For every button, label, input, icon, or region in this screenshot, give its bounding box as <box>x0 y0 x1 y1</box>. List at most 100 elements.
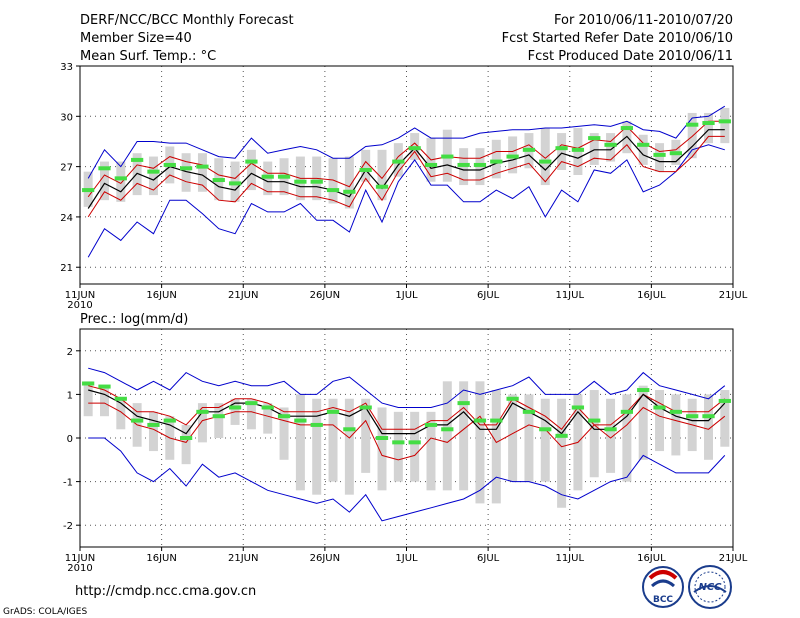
member-marker <box>424 162 438 167</box>
spread-box <box>557 398 567 508</box>
spread-box <box>312 398 322 495</box>
spread-box <box>361 149 371 182</box>
y-tick-label: 21 <box>60 263 73 274</box>
member-marker <box>522 147 536 152</box>
member-marker <box>131 157 144 162</box>
spread-box <box>671 394 681 456</box>
spread-box <box>116 398 126 430</box>
member-marker <box>245 159 258 164</box>
member-marker <box>506 154 519 159</box>
member-marker <box>490 159 503 164</box>
spread-box <box>606 398 616 473</box>
member-marker <box>424 422 438 427</box>
member-marker <box>392 440 405 445</box>
x-tick-label: 16JUN <box>146 553 176 564</box>
footer-url[interactable]: http://cmdp.ncc.cma.gov.cn <box>75 584 256 599</box>
member-marker <box>359 405 372 410</box>
x-year-label: 2010 <box>67 300 92 311</box>
spread-box <box>328 398 338 482</box>
spread-box <box>246 149 256 191</box>
precipitation-panel: 11JUN 16JUN 21JUN 26JUN 1JUL 6JUL 11JUL 16JUL 21… <box>63 328 748 574</box>
spread-box <box>655 390 665 452</box>
member-marker <box>457 401 470 406</box>
spread-box <box>279 407 289 460</box>
member-marker <box>179 166 193 171</box>
member-marker <box>637 142 650 147</box>
member-marker <box>686 414 699 419</box>
member-marker <box>245 401 258 406</box>
member-marker <box>637 388 650 393</box>
member-marker <box>522 409 536 414</box>
spread-box <box>214 403 224 438</box>
spread-box <box>655 143 665 172</box>
x-tick-label: 11JUL <box>555 290 584 301</box>
ensemble-max-line <box>88 367 726 408</box>
member-marker <box>261 174 274 179</box>
figure-title: DERF/NCC/BCC Monthly Forecast <box>80 13 294 28</box>
member-marker <box>653 405 666 410</box>
member-marker <box>539 427 552 432</box>
spread-low-line <box>88 402 726 461</box>
member-size: Member Size=40 <box>80 31 192 46</box>
x-tick-label: 26JUN <box>310 553 340 564</box>
spread-box <box>295 394 305 491</box>
x-tick-label: 16JUN <box>146 290 176 301</box>
member-marker <box>294 179 307 184</box>
member-marker <box>653 152 666 157</box>
member-marker <box>571 405 585 410</box>
member-marker <box>375 436 389 440</box>
member-marker <box>326 409 340 414</box>
member-marker <box>310 422 323 427</box>
x-tick-label: 11JUN <box>65 290 95 301</box>
spread-box <box>361 398 371 473</box>
produced-date: Fcst Produced Date 2010/06/11 <box>528 49 733 64</box>
spread-box <box>246 398 256 430</box>
spread-box <box>638 134 648 165</box>
member-marker <box>718 119 731 124</box>
member-marker <box>457 162 470 167</box>
spread-box <box>263 403 273 434</box>
x-tick-label: 16JUL <box>637 290 666 301</box>
x-tick-label: 26JUN <box>310 290 340 301</box>
spread-box <box>328 158 338 204</box>
member-marker <box>343 189 356 194</box>
member-marker <box>718 398 731 403</box>
ensemble-mean-line <box>87 129 725 209</box>
spread-box <box>720 390 730 447</box>
spread-high-line <box>87 120 725 198</box>
spread-box <box>344 156 354 209</box>
spread-box <box>475 381 485 504</box>
spread-box <box>442 381 452 491</box>
ncc-logo: NCC <box>688 565 732 609</box>
y-tick-label: 0 <box>67 434 73 445</box>
y-tick-label: 27 <box>60 163 73 174</box>
x-tick-label: 16JUL <box>637 553 666 564</box>
spread-box <box>524 394 534 482</box>
spread-high-line <box>88 385 726 431</box>
x-tick-label: 11JUL <box>555 553 584 564</box>
spread-box <box>426 411 436 491</box>
forecast-period: For 2010/06/11-2010/07/20 <box>554 13 733 28</box>
member-marker <box>82 188 95 193</box>
member-marker <box>196 409 209 414</box>
member-marker <box>506 396 519 401</box>
prec-panel-title: Prec.: log(mm/d) <box>80 312 188 327</box>
member-marker <box>669 409 682 414</box>
spread-box <box>589 390 599 478</box>
temperature-panel: 11JUN 16JUN 21JUN 26JUN 1JUL 6JUL 11JUL 16JUL 21… <box>60 62 747 311</box>
member-marker <box>686 122 699 127</box>
y-tick-label: 33 <box>60 62 73 73</box>
spread-box <box>393 411 403 482</box>
spread-box <box>638 385 648 460</box>
member-marker <box>620 409 634 414</box>
x-tick-label: 11JUN <box>65 553 95 564</box>
spread-box <box>197 403 207 443</box>
ncc-logo-text: NCC <box>698 582 722 593</box>
member-marker <box>326 188 340 193</box>
member-marker <box>555 433 568 438</box>
spread-box <box>116 161 126 202</box>
spread-box <box>704 112 714 144</box>
spread-box <box>377 149 387 201</box>
member-marker <box>179 436 193 440</box>
